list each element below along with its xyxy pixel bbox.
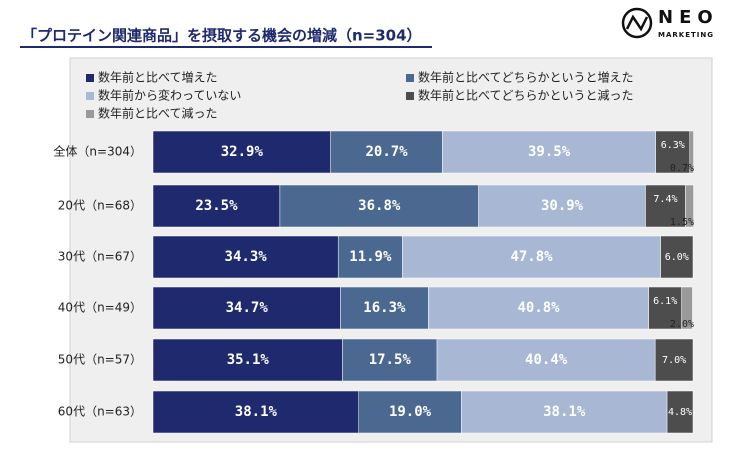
value-label: 38.1% <box>543 404 586 420</box>
bar-segment <box>340 286 429 330</box>
value-label: 0.7% <box>670 163 694 174</box>
legend-label: 数年前と比べてどちらかというと増えた <box>418 70 634 85</box>
value-label: 11.9% <box>349 249 392 265</box>
bar-segment <box>152 390 359 434</box>
logo-icon <box>621 7 653 39</box>
y-tick-label: 60代（n=63） <box>58 405 142 419</box>
legend-label: 数年前と比べて減った <box>98 106 218 121</box>
bar-segment <box>666 390 694 434</box>
logo-icon-mark <box>625 14 649 32</box>
bar-segment <box>152 130 331 174</box>
bar-segment <box>648 286 682 330</box>
bar-segment <box>330 130 443 174</box>
bar-segment <box>461 390 668 434</box>
legend-swatch <box>406 74 414 82</box>
bar-segment <box>654 338 694 382</box>
value-label: 6.0% <box>665 252 689 263</box>
bar-segment <box>660 235 694 279</box>
value-label: 47.8% <box>510 249 553 265</box>
value-label: 19.0% <box>389 404 432 420</box>
bar-segment <box>478 184 646 228</box>
value-label: 6.3% <box>661 140 685 151</box>
legend-swatch <box>86 92 94 100</box>
value-label: 17.5% <box>369 352 412 368</box>
value-label: 40.8% <box>517 300 560 316</box>
legend-swatch <box>406 92 414 100</box>
chart-title: 「プロテイン関連商品」を摂取する機会の増減（n=304） <box>22 27 422 45</box>
legend-swatch <box>86 74 94 82</box>
value-label: 30.9% <box>541 198 584 214</box>
value-label: 1.5% <box>670 217 694 228</box>
bar-segment <box>152 184 281 228</box>
y-tick-label: 40代（n=49） <box>58 301 142 315</box>
bar-segment <box>689 130 694 174</box>
bar-segment <box>152 338 343 382</box>
bar-segment <box>152 286 341 330</box>
y-tick-label: 50代（n=57） <box>58 353 142 367</box>
y-tick-label: 20代（n=68） <box>58 199 142 213</box>
value-label: 2.0% <box>670 319 694 330</box>
bar-segment <box>342 338 438 382</box>
value-label: 16.3% <box>363 300 406 316</box>
bar-segment <box>436 338 656 382</box>
bar-segment <box>645 184 686 228</box>
legend-label: 数年前と比べてどちらかというと減った <box>418 88 634 103</box>
value-label: 39.5% <box>528 144 571 160</box>
bar-segment <box>152 235 339 279</box>
value-label: 38.1% <box>235 404 278 420</box>
y-tick-label: 全体（n=304） <box>53 144 142 159</box>
value-label: 35.1% <box>227 352 270 368</box>
bar-segment <box>402 235 661 279</box>
value-label: 34.3% <box>225 249 268 265</box>
value-label: 40.4% <box>525 352 568 368</box>
bar-segment <box>337 235 403 279</box>
value-label: 20.7% <box>365 144 408 160</box>
plot: 数年前と比べて増えた 数年前と比べてどちらかというと増えた数年前から変わっていない… <box>53 70 694 434</box>
logo-sub: MARKETING <box>658 31 714 39</box>
bar-segment <box>681 286 693 330</box>
value-label: 36.8% <box>358 198 401 214</box>
value-label: 7.4% <box>653 194 677 205</box>
y-tick-label: 30代（n=67） <box>58 250 142 264</box>
value-label: 4.8% <box>668 407 692 418</box>
legend-label: 数年前から変わっていない <box>98 88 241 103</box>
logo: NEO MARKETING <box>621 7 719 39</box>
value-label: 7.0% <box>662 355 686 366</box>
value-label: 32.9% <box>221 144 264 160</box>
legend-label: 数年前と比べて増えた <box>98 70 218 85</box>
value-label: 23.5% <box>195 198 238 214</box>
logo-name: NEO <box>658 7 719 28</box>
bar-segment <box>442 130 656 174</box>
legend-swatch <box>86 110 94 118</box>
value-label: 34.7% <box>226 300 269 316</box>
value-label: 6.1% <box>653 296 677 307</box>
bar-segment <box>428 286 649 330</box>
bar-segment <box>685 184 694 228</box>
